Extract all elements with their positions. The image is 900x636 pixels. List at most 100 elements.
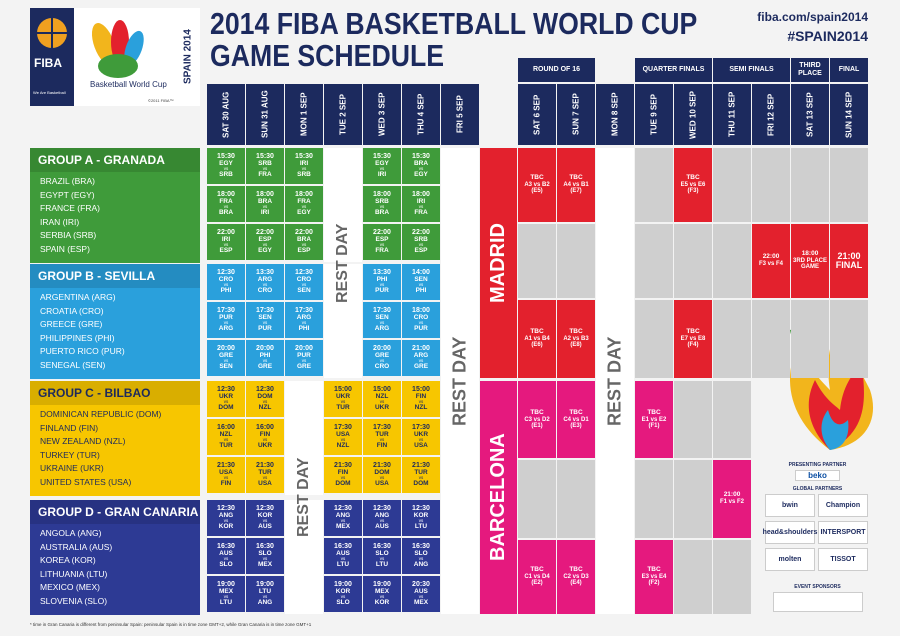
team-code: MEX	[218, 587, 234, 595]
team-code: USA	[414, 442, 428, 450]
team-name: ARGENTINA (ARG)	[40, 292, 116, 302]
team-name: SERBIA (SRB)	[40, 230, 97, 240]
game-time: 16:30	[217, 543, 235, 551]
versus: vs	[262, 518, 268, 524]
versus: vs	[301, 242, 307, 248]
round-header: SEMI FINALS	[713, 58, 790, 82]
team-name: NEW ZEALAND (NZL)	[40, 436, 126, 446]
team-code: FIN	[415, 392, 427, 400]
game-cell: 17:30 SEN vs PUR	[246, 302, 284, 338]
team-code: GRE	[413, 363, 429, 371]
matchup: A4 vs B1	[563, 182, 589, 189]
matchup: C3 vs D2	[524, 416, 550, 423]
team-code: PHI	[298, 325, 310, 333]
team-code: AUS	[375, 523, 389, 531]
team-code: ARG	[296, 313, 312, 321]
team-code: DOM	[374, 468, 390, 476]
group-panel: GROUP A - GRANADA BRAZIL (BRA) EGYPT (EGY)…	[30, 148, 200, 263]
knockout-cell: TBC C1 vs D4 (E2)	[518, 540, 556, 614]
team-code: FRA	[258, 171, 272, 179]
day-header: FRI 12 SEP	[752, 84, 790, 145]
matchup: A2 vs B3	[563, 336, 589, 343]
game-time: TBC	[647, 408, 661, 416]
team-code: FIN	[376, 442, 388, 450]
day-header: WED 3 SEP	[363, 84, 401, 145]
game-time: TBC	[530, 566, 544, 574]
team-code: PHI	[376, 275, 388, 283]
title-line2: GAME SCHEDULE	[210, 38, 445, 73]
game-time: 22:00	[412, 229, 430, 237]
versus: vs	[340, 518, 346, 524]
knockout-cell: TBC A1 vs B4 (E6)	[518, 300, 556, 378]
knockout-cell: 18:00 3RD PLACE GAME	[791, 224, 829, 298]
empty-cell	[518, 224, 556, 298]
versus: vs	[418, 475, 424, 481]
team-code: UKR	[413, 430, 429, 438]
empty-cell	[713, 300, 751, 378]
global-title: GLOBAL PARTNERS	[792, 486, 843, 492]
game-cell: 17:30 UKR vs USA	[402, 419, 440, 455]
game-cell: 12:30 ANG vs AUS	[363, 500, 401, 536]
game-time: 12:30	[412, 505, 430, 513]
game-cell: 12:30 CRO vs PHI	[207, 264, 245, 300]
rest-day-label: REST DAY	[449, 336, 470, 426]
logo-panel: FIBA We Are Basketball Basketball World …	[30, 8, 200, 106]
day-header: MON 1 SEP	[285, 84, 323, 145]
team-code: FRA	[375, 247, 389, 255]
team-code: MEX	[257, 561, 273, 569]
game-cell: 18:00 IRI vs FRA	[402, 186, 440, 222]
team-name: DOMINICAN REPUBLIC (DOM)	[40, 409, 162, 419]
knockout-cell: 21:00 FINAL	[830, 224, 868, 298]
game-time: 18:00	[217, 191, 235, 199]
matchup: E5 vs E6	[680, 182, 706, 189]
team-code: GRE	[257, 363, 273, 371]
knockout-cell: TBC A4 vs B1 (E7)	[557, 148, 595, 222]
empty-cell	[713, 148, 751, 222]
team-code: BRA	[218, 209, 234, 217]
presenting-title: PRESENTING PARTNER	[788, 462, 847, 468]
team-code: FIN	[220, 480, 232, 488]
presenting-logo: beko	[795, 470, 840, 481]
day-header: FRI 5 SEP	[441, 84, 479, 145]
team-code: ANG	[218, 511, 234, 519]
empty-cell	[830, 300, 868, 378]
matchup: A1 vs B4	[524, 336, 550, 343]
versus: vs	[223, 399, 229, 405]
team-code: TUR	[414, 468, 428, 476]
versus: vs	[340, 399, 346, 405]
team-name: TURKEY (TUR)	[40, 449, 100, 460]
team-name: PUERTO RICO (PUR)	[40, 346, 125, 356]
team-code: PUR	[258, 325, 272, 333]
game-cell: 16:00 NZL vs TUR	[207, 419, 245, 455]
game-cell: 20:00 PUR vs GRE	[285, 340, 323, 376]
game-cell: 18:00 BRA vs IRI	[246, 186, 284, 222]
empty-cell	[518, 460, 556, 538]
game-cell: 12:30 DOM vs NZL	[246, 381, 284, 417]
team-code: SRB	[258, 159, 272, 167]
team-code: GRE	[218, 351, 234, 359]
team-name: UNITED STATES (USA)	[40, 476, 132, 487]
game-time: 20:00	[373, 345, 391, 353]
website: fiba.com/spain2014	[757, 10, 868, 24]
game-time: 12:30	[373, 505, 391, 513]
global-logos: bwin Champion head&shoulders INTERSPORT molt…	[763, 494, 870, 574]
team-code: AUS	[219, 549, 233, 557]
empty-cell	[557, 224, 595, 298]
team-code: FRA	[297, 197, 311, 205]
game-time: 12:30	[217, 386, 235, 394]
game-time: 18:00	[412, 307, 430, 315]
versus: vs	[418, 399, 424, 405]
game-cell: 21:30 DOM vs USA	[363, 457, 401, 493]
team-name: KOREA (KOR)	[40, 555, 96, 565]
day-header: SAT 30 AUG	[207, 84, 245, 145]
versus: vs	[223, 320, 229, 326]
team-code: SEN	[219, 363, 233, 371]
matchup: F1 vs F2	[719, 499, 744, 506]
city-label: MADRID	[480, 148, 517, 378]
team-code: ANG	[374, 511, 390, 519]
team-code: CRO	[374, 363, 390, 371]
team-code: PHI	[415, 287, 427, 295]
game-cell: 21:00 ARG vs GRE	[402, 340, 440, 376]
matchup: C1 vs D4	[524, 574, 550, 581]
team-code: BRA	[296, 235, 312, 243]
